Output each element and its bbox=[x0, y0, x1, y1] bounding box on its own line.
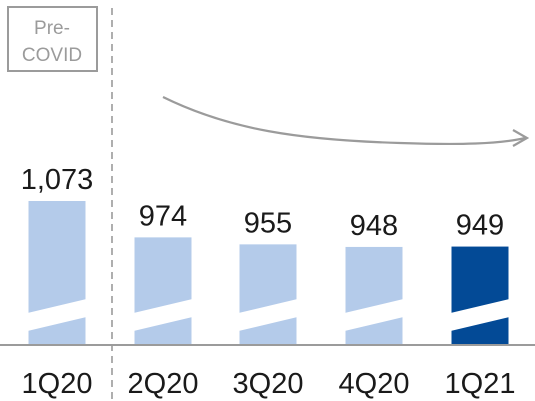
value-labels-group: 1,073 974 955 948 949 bbox=[21, 164, 504, 242]
value-label-1q20: 1,073 bbox=[21, 164, 94, 196]
axis-break-1q20 bbox=[27, 299, 87, 331]
bar-2q20 bbox=[134, 237, 192, 345]
value-label-2q20: 974 bbox=[139, 200, 187, 232]
axis-breaks-group bbox=[27, 299, 510, 331]
trend-arrow-head bbox=[512, 129, 530, 147]
axis-break-3q20 bbox=[238, 299, 298, 331]
precovid-label-line2: COVID bbox=[22, 45, 82, 66]
category-label-4q20: 4Q20 bbox=[339, 368, 410, 400]
value-label-4q20: 948 bbox=[350, 210, 398, 242]
bar-1q21 bbox=[451, 246, 509, 345]
category-label-1q21: 1Q21 bbox=[445, 368, 516, 400]
bars-group bbox=[28, 201, 509, 345]
trend-arrow bbox=[162, 96, 526, 146]
value-label-3q20: 955 bbox=[244, 207, 292, 239]
axis-break-2q20 bbox=[133, 299, 193, 331]
category-label-3q20: 3Q20 bbox=[233, 368, 304, 400]
category-labels-group: 1Q20 2Q20 3Q20 4Q20 1Q21 bbox=[22, 368, 516, 400]
precovid-label-line1: Pre- bbox=[34, 18, 70, 39]
value-label-1q21: 949 bbox=[456, 210, 504, 242]
category-label-2q20: 2Q20 bbox=[128, 368, 199, 400]
axis-break-1q21 bbox=[450, 299, 510, 331]
category-label-1q20: 1Q20 bbox=[22, 368, 93, 400]
axis-break-4q20 bbox=[344, 299, 404, 331]
bar-3q20 bbox=[239, 244, 297, 345]
precovid-box bbox=[7, 6, 98, 72]
bar-4q20 bbox=[345, 246, 403, 345]
